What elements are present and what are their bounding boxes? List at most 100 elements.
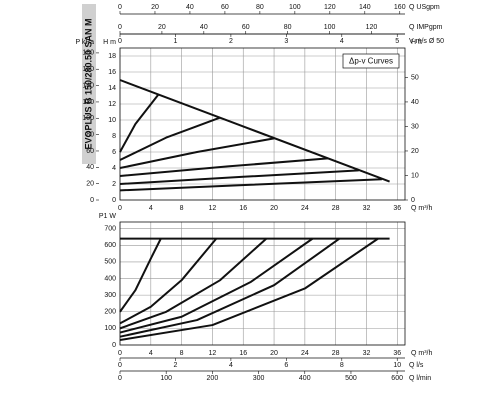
x-tick-label: 20 (270, 205, 278, 212)
y2-tick-label: 40 (411, 99, 419, 106)
annotation-box (342, 53, 400, 69)
x-axis-label: Q m³/h (411, 350, 432, 357)
secondary-tick-label: 2 (229, 38, 233, 45)
x-tick-label: 0 (118, 205, 122, 212)
curve (119, 237, 314, 334)
secondary-tick-label: 0 (118, 38, 122, 45)
y-tick-label: 200 (104, 309, 116, 316)
y-tick-label: 600 (104, 242, 116, 249)
secondary-tick-label: 60 (221, 4, 229, 11)
secondary-tick-label: 40 (186, 4, 194, 11)
secondary-axis-label: Q USgpm (409, 4, 440, 11)
curve (119, 116, 221, 161)
y-tick-label: 700 (104, 225, 116, 232)
secondary-axis-label: Q l/s (409, 362, 424, 369)
x-tick-label: 24 (301, 205, 309, 212)
y-axis-label: H m (103, 39, 116, 46)
secondary-tick-label: 20 (151, 4, 159, 11)
secondary-tick-label: 300 (253, 375, 265, 382)
curve (119, 238, 162, 313)
y2-tick-label: 20 (411, 148, 419, 155)
secondary-tick-label: 40 (200, 24, 208, 31)
y2-tick-label: 30 (411, 123, 419, 130)
secondary-tick-label: 160 (394, 4, 406, 11)
outer-tick-label: 80 (86, 131, 94, 138)
secondary-tick-label: 400 (299, 375, 311, 382)
x-tick-label: 36 (393, 350, 401, 357)
x-tick-label: 20 (270, 350, 278, 357)
outer-tick-label: 20 (86, 180, 94, 187)
curve (119, 237, 218, 325)
secondary-tick-label: 5 (395, 38, 399, 45)
outer-tick-label: 100 (82, 115, 94, 122)
curve (119, 157, 329, 177)
y-tick-label: 0 (112, 342, 116, 349)
x-tick-label: 28 (332, 350, 340, 357)
y-tick-label: 18 (108, 53, 116, 60)
y2-axis-label: H ft (411, 39, 422, 46)
secondary-tick-label: 500 (345, 375, 357, 382)
secondary-tick-label: 3 (284, 38, 288, 45)
plot-frame (119, 47, 406, 201)
secondary-tick-label: 2 (173, 362, 177, 369)
secondary-axis-label: Q IMPgpm (409, 24, 443, 31)
curve (119, 79, 390, 183)
y-tick-label: 0 (112, 197, 116, 204)
x-tick-label: 8 (180, 205, 184, 212)
y-tick-label: 2 (112, 181, 116, 188)
secondary-tick-label: 20 (158, 24, 166, 31)
secondary-tick-label: 80 (284, 24, 292, 31)
x-tick-label: 16 (239, 205, 247, 212)
y-tick-label: 14 (108, 85, 116, 92)
outer-tick-label: 60 (86, 148, 94, 155)
curve (119, 237, 268, 330)
y2-tick-label: 0 (411, 197, 415, 204)
x-tick-label: 36 (393, 205, 401, 212)
x-tick-label: 28 (332, 205, 340, 212)
secondary-tick-label: 100 (324, 24, 336, 31)
y-tick-label: 100 (104, 325, 116, 332)
secondary-tick-label: 10 (393, 362, 401, 369)
x-tick-label: 12 (209, 205, 217, 212)
y-tick-label: 16 (108, 69, 116, 76)
x-tick-label: 24 (301, 350, 309, 357)
secondary-tick-label: 0 (118, 375, 122, 382)
outer-tick-label: 160 (82, 66, 94, 73)
y-tick-label: 500 (104, 259, 116, 266)
secondary-axis-label: Q l/min (409, 375, 431, 382)
y-tick-label: 300 (104, 292, 116, 299)
x-tick-label: 0 (118, 350, 122, 357)
y-tick-label: 400 (104, 275, 116, 282)
curve (119, 237, 379, 342)
y-tick-label: 4 (112, 165, 116, 172)
y-axis-label: P1 W (99, 213, 117, 220)
x-axis-label: Q m³/h (411, 205, 432, 212)
secondary-tick-label: 100 (160, 375, 172, 382)
curve (119, 93, 160, 153)
side-bar (82, 4, 96, 164)
secondary-tick-label: 6 (284, 362, 288, 369)
secondary-tick-label: 600 (391, 375, 403, 382)
secondary-tick-label: 0 (118, 24, 122, 31)
y-tick-label: 10 (108, 117, 116, 124)
y-tick-label: 6 (112, 149, 116, 156)
secondary-tick-label: 200 (207, 375, 219, 382)
secondary-tick-label: 8 (340, 362, 344, 369)
x-tick-label: 16 (239, 350, 247, 357)
curve (119, 169, 359, 185)
x-tick-label: 4 (149, 350, 153, 357)
secondary-axis-label: V m/s Ø 50 (409, 38, 444, 45)
plot-frame (119, 221, 406, 346)
secondary-tick-label: 0 (118, 362, 122, 369)
x-tick-label: 32 (363, 350, 371, 357)
outer-axis-label: P kPa (75, 39, 94, 46)
outer-tick-label: 40 (86, 164, 94, 171)
curve (119, 137, 275, 169)
annotation: Δp-v Curves (349, 57, 393, 66)
x-tick-label: 8 (180, 350, 184, 357)
secondary-tick-label: 1 (173, 38, 177, 45)
outer-tick-label: 140 (82, 82, 94, 89)
x-tick-label: 12 (209, 350, 217, 357)
outer-tick-label: 120 (82, 99, 94, 106)
